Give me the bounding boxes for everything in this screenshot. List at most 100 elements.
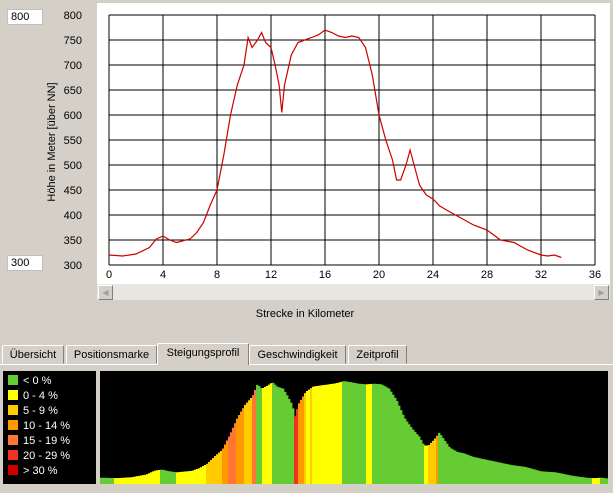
profile-bar <box>140 475 143 484</box>
profile-bar <box>342 381 345 484</box>
legend-label: > 30 % <box>23 465 58 477</box>
profile-bar <box>302 396 305 484</box>
profile-bar <box>224 444 227 484</box>
profile-bar <box>266 385 269 484</box>
profile-bar <box>434 438 437 484</box>
legend-label: 15 - 19 % <box>23 435 71 447</box>
profile-bar <box>498 462 501 484</box>
profile-bar <box>256 384 259 484</box>
y-tick-label: 700 <box>64 60 82 72</box>
profile-bar <box>156 470 159 484</box>
profile-bar <box>166 470 169 484</box>
profile-bar <box>394 397 397 484</box>
profile-bar <box>358 383 361 484</box>
profile-bar <box>196 469 199 484</box>
profile-bar <box>526 467 529 484</box>
profile-bar <box>154 470 157 484</box>
profile-bar <box>176 472 179 484</box>
profile-bar <box>320 385 323 484</box>
profile-bar <box>600 477 603 484</box>
profile-bar <box>562 473 565 484</box>
profile-bar <box>604 478 607 484</box>
profile-bar <box>206 463 209 484</box>
tab-uebersicht[interactable]: Übersicht <box>2 345 64 364</box>
tab-geschwindigkeit[interactable]: Geschwindigkeit <box>249 345 346 364</box>
profile-bar <box>200 467 203 484</box>
profile-bar <box>390 391 393 484</box>
profile-bar <box>376 384 379 484</box>
profile-bar <box>408 424 411 484</box>
profile-bar <box>168 471 171 484</box>
profile-bar <box>530 468 533 484</box>
profile-bar <box>148 473 151 484</box>
profile-bar <box>234 423 237 484</box>
legend-swatch <box>8 420 18 430</box>
tab-positionsmarke[interactable]: Positionsmarke <box>66 345 157 364</box>
profile-bar <box>542 471 545 484</box>
profile-bar <box>292 408 295 484</box>
profile-bar <box>382 385 385 484</box>
tab-bar: Übersicht Positionsmarke Steigungsprofil… <box>0 343 613 365</box>
y-min-field[interactable] <box>7 255 43 271</box>
profile-bar <box>494 461 497 484</box>
x-tick-label: 12 <box>265 269 277 281</box>
profile-bar <box>464 453 467 484</box>
profile-bar <box>380 384 383 484</box>
elevation-chart: 0 4 8 12 16 20 24 28 32 36 800 750 700 650 600 550 500 45… <box>46 3 610 283</box>
profile-bar <box>116 478 119 484</box>
profile-bar <box>418 436 421 484</box>
profile-bar <box>360 383 363 484</box>
profile-bar <box>282 388 285 484</box>
y-tick-label: 800 <box>64 10 82 22</box>
profile-bar <box>300 399 303 484</box>
y-tick-label: 750 <box>64 35 82 47</box>
scroll-left-icon[interactable]: ◀ <box>98 285 113 300</box>
legend-label: 20 - 29 % <box>23 450 71 462</box>
profile-bar <box>264 386 267 484</box>
profile-bar <box>478 458 481 484</box>
profile-bar <box>296 409 299 484</box>
profile-bar <box>182 471 185 484</box>
profile-bar <box>454 450 457 484</box>
profile-bar <box>278 387 281 484</box>
y-tick-label: 350 <box>64 235 82 247</box>
profile-bar <box>482 459 485 484</box>
profile-bar <box>262 388 265 484</box>
profile-bar <box>328 384 331 484</box>
legend-item: 5 - 9 % <box>8 405 58 418</box>
y-tick-label: 600 <box>64 110 82 122</box>
profile-bar <box>582 477 585 484</box>
profile-bar <box>336 383 339 484</box>
profile-bar <box>596 478 599 484</box>
profile-bar <box>350 382 353 484</box>
profile-bar <box>134 476 137 484</box>
profile-bar <box>230 432 233 484</box>
profile-bar <box>274 384 277 484</box>
profile-bar <box>398 405 401 484</box>
profile-bar <box>144 474 147 484</box>
profile-bar <box>402 414 405 484</box>
profile-bar <box>128 477 131 484</box>
profile-bar <box>512 465 515 484</box>
scroll-right-icon[interactable]: ▶ <box>594 285 609 300</box>
legend-label: 10 - 14 % <box>23 420 71 432</box>
profile-bar <box>462 453 465 484</box>
profile-bar <box>450 448 453 484</box>
profile-bar <box>552 472 555 484</box>
profile-bar <box>510 464 513 484</box>
gradient-legend: < 0 % 0 - 4 % 5 - 9 % 10 - 14 % 15 - 19 … <box>3 371 96 484</box>
y-max-field[interactable] <box>7 9 43 25</box>
horizontal-scrollbar[interactable]: ◀ ▶ <box>97 283 610 300</box>
y-tick-label: 500 <box>64 160 82 172</box>
profile-bar <box>458 452 461 484</box>
profile-bar <box>436 435 439 484</box>
profile-bar <box>560 473 563 484</box>
profile-bar <box>532 469 535 484</box>
x-tick-label: 24 <box>427 269 439 281</box>
profile-bar <box>276 386 279 484</box>
profile-bar <box>198 468 201 484</box>
tab-zeitprofil[interactable]: Zeitprofil <box>348 345 407 364</box>
profile-bar <box>220 450 223 484</box>
profile-bar <box>268 384 271 484</box>
tab-steigungsprofil[interactable]: Steigungsprofil <box>157 343 249 365</box>
